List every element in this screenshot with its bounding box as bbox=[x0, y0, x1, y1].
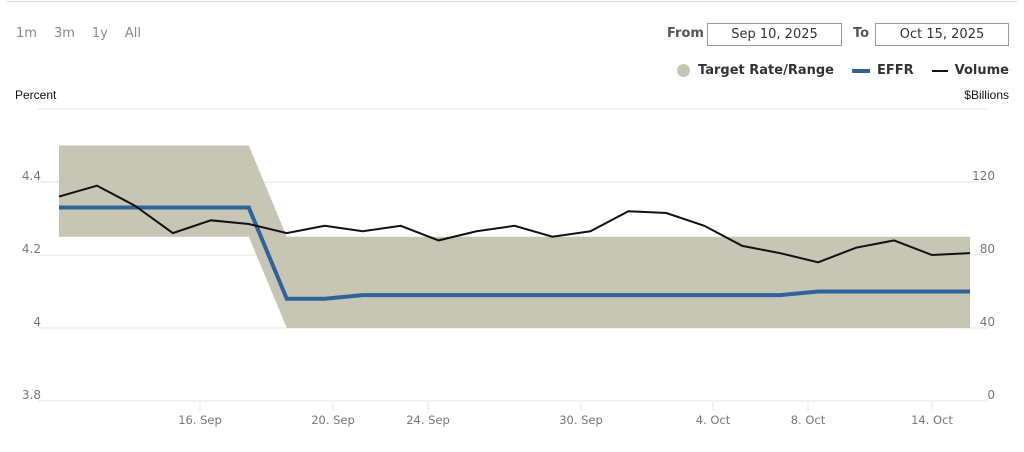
legend-target-rate[interactable]: Target Rate/Range bbox=[677, 63, 834, 78]
svg-text:4: 4 bbox=[33, 315, 41, 329]
right-axis-title: $Billions bbox=[964, 88, 1009, 102]
range-all-button[interactable]: All bbox=[124, 26, 141, 41]
range-3m-button[interactable]: 3m bbox=[53, 26, 75, 41]
volume-swatch-icon bbox=[931, 69, 948, 72]
target-rate-band bbox=[59, 145, 970, 328]
svg-text:4.2: 4.2 bbox=[22, 242, 41, 256]
svg-text:4.4: 4.4 bbox=[22, 169, 41, 183]
svg-text:40: 40 bbox=[980, 315, 995, 329]
legend-volume[interactable]: Volume bbox=[931, 63, 1009, 78]
legend-effr[interactable]: EFFR bbox=[851, 63, 914, 78]
to-label: To bbox=[853, 26, 870, 41]
left-axis-title: Percent bbox=[15, 88, 57, 102]
svg-text:120: 120 bbox=[972, 169, 995, 183]
svg-text:30. Sep: 30. Sep bbox=[559, 413, 603, 427]
top-divider bbox=[7, 1, 1017, 2]
svg-text:20. Sep: 20. Sep bbox=[311, 413, 355, 427]
svg-text:24. Sep: 24. Sep bbox=[406, 413, 450, 427]
svg-text:80: 80 bbox=[980, 242, 995, 256]
effr-swatch-icon bbox=[851, 68, 870, 73]
legend-effr-label: EFFR bbox=[876, 63, 914, 78]
range-selector: 1m 3m 1y All bbox=[16, 26, 158, 41]
to-date-input[interactable]: Oct 15, 2025 bbox=[875, 23, 1009, 46]
from-date-input[interactable]: Sep 10, 2025 bbox=[707, 23, 842, 46]
svg-text:16. Sep: 16. Sep bbox=[178, 413, 222, 427]
volume-line bbox=[58, 184, 971, 264]
effr-line bbox=[59, 205, 970, 301]
axis-labels: 4.4 4.2 4 3.8 120 80 40 0 16. Sep 20. Sep 24. Sep 3… bbox=[22, 169, 995, 427]
legend-target-label: Target Rate/Range bbox=[698, 63, 834, 78]
svg-text:0: 0 bbox=[987, 388, 995, 402]
range-1y-button[interactable]: 1y bbox=[91, 26, 108, 41]
grid-lines bbox=[38, 108, 988, 402]
target-rate-swatch-icon bbox=[677, 64, 691, 77]
svg-text:8. Oct: 8. Oct bbox=[791, 413, 826, 427]
legend-volume-label: Volume bbox=[954, 63, 1009, 78]
svg-text:14. Oct: 14. Oct bbox=[911, 413, 953, 427]
svg-text:4. Oct: 4. Oct bbox=[696, 413, 731, 427]
from-label: From bbox=[667, 26, 704, 41]
range-1m-button[interactable]: 1m bbox=[16, 26, 37, 41]
svg-text:3.8: 3.8 bbox=[22, 388, 41, 402]
chart-legend: Target Rate/Range EFFR Volume bbox=[659, 63, 1009, 78]
